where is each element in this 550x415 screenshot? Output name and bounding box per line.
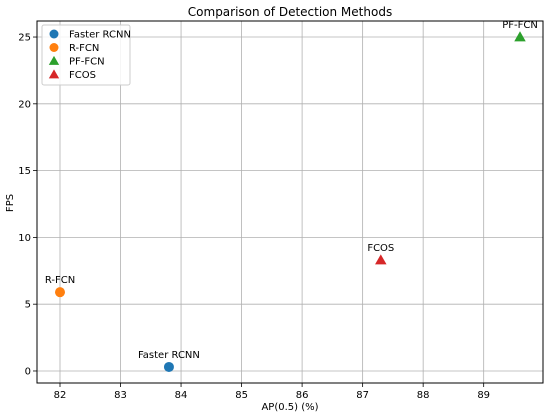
legend-label-r-fcn: R-FCN — [69, 43, 99, 54]
y-tick-label-10: 10 — [18, 233, 31, 244]
y-axis-label: FPS — [5, 194, 16, 212]
chart-title: Comparison of Detection Methods — [188, 5, 392, 19]
y-tick-label-0: 0 — [25, 366, 31, 377]
x-tick-label-82: 82 — [54, 390, 67, 401]
annotation-r-fcn: R-FCN — [45, 275, 75, 286]
y-tick-label-5: 5 — [25, 300, 31, 311]
legend-marker-r-fcn — [49, 43, 59, 52]
plot-frame — [36, 20, 544, 384]
legend-marker-fcos — [48, 69, 60, 79]
annotation-fcos: FCOS — [367, 243, 394, 254]
axis-ticks: 82 83 84 85 86 87 88 89 0 5 10 15 20 25 — [18, 33, 490, 401]
legend-label-pf-fcn: PF-FCN — [69, 57, 105, 68]
legend: Faster RCNN R-FCN PF-FCN FCOS — [41, 24, 131, 86]
y-tick-label-15: 15 — [18, 166, 31, 177]
x-tick-label-89: 89 — [477, 390, 490, 401]
y-tick-label-20: 20 — [18, 99, 31, 110]
y-tick-label-25: 25 — [18, 33, 31, 44]
point-annotations: Faster RCNN R-FCN PF-FCN FCOS — [45, 20, 538, 361]
x-tick-label-83: 83 — [114, 390, 127, 401]
x-tick-label-88: 88 — [417, 390, 430, 401]
x-tick-label-84: 84 — [175, 390, 188, 401]
annotation-pf-fcn: PF-FCN — [502, 20, 538, 31]
data-points — [55, 31, 526, 372]
point-faster-rcnn — [163, 361, 174, 372]
legend-marker-faster-rcnn — [49, 29, 59, 39]
point-r-fcn — [55, 287, 65, 298]
x-tick-label-87: 87 — [356, 390, 369, 401]
point-fcos — [375, 254, 387, 265]
grid-lines — [37, 21, 543, 383]
annotation-faster-rcnn: Faster RCNN — [138, 350, 200, 361]
legend-label-fcos: FCOS — [69, 70, 96, 81]
point-pf-fcn — [514, 31, 526, 42]
x-tick-label-85: 85 — [235, 390, 248, 401]
legend-frame — [41, 24, 131, 86]
legend-marker-pf-fcn — [48, 55, 60, 65]
x-tick-label-86: 86 — [296, 390, 309, 401]
legend-label-faster-rcnn: Faster RCNN — [69, 30, 131, 41]
x-axis-label: AP(0.5) (%) — [261, 402, 318, 413]
